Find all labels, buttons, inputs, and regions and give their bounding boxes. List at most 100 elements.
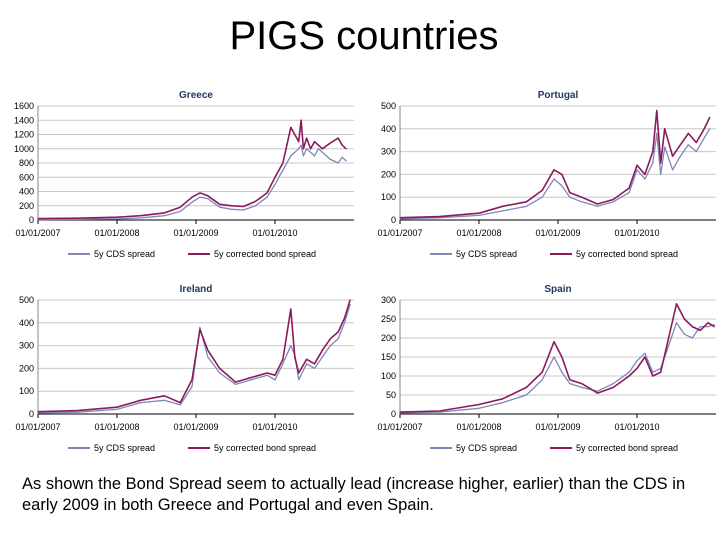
chart-svg: Ireland 0 100 200 300 400 500 01/01/2007 01/01/2…: [15, 284, 354, 453]
data-point: [502, 205, 504, 207]
chart-portugal: Portugal 0 100 200 300 400 500 01/01/2007 01/01/…: [368, 84, 724, 274]
data-point: [478, 214, 480, 217]
data-point: [553, 178, 555, 180]
data-point: [313, 367, 316, 369]
data-point: [644, 352, 646, 354]
series-line-cds: [37, 304, 351, 414]
data-point: [612, 201, 614, 203]
series-line-bond: [37, 299, 351, 413]
data-point: [140, 399, 142, 401]
data-point: [179, 210, 181, 213]
data-point: [656, 109, 658, 112]
y-tick-label: 600: [19, 172, 34, 182]
y-tick-label: 1600: [14, 101, 34, 111]
data-point: [329, 158, 331, 161]
data-point: [541, 189, 543, 191]
data-point: [163, 399, 165, 401]
data-point: [668, 345, 670, 347]
data-point: [282, 162, 284, 164]
y-tick-label: 0: [29, 409, 34, 419]
data-point: [345, 160, 347, 162]
data-point: [266, 192, 268, 194]
data-point: [298, 148, 300, 150]
data-point: [306, 363, 308, 365]
data-point: [266, 372, 268, 374]
data-point: [254, 205, 256, 207]
y-tick-label: 500: [381, 101, 396, 111]
data-point: [438, 217, 441, 219]
data-point: [343, 317, 346, 319]
data-point: [329, 345, 331, 347]
chart-ireland: Ireland 0 100 200 300 400 500 01/01/2007 01/01/2…: [6, 278, 362, 468]
data-point: [179, 402, 181, 404]
data-point: [679, 144, 682, 146]
data-point: [691, 326, 693, 328]
legend-label: 5y corrected bond spread: [576, 249, 678, 259]
data-point: [282, 169, 284, 171]
data-point: [298, 141, 300, 143]
data-point: [644, 178, 646, 180]
data-point: [179, 404, 181, 406]
slide-caption: As shown the Bond Spread seem to actuall…: [22, 475, 686, 514]
data-point: [341, 156, 343, 158]
data-point: [116, 408, 118, 411]
data-point: [628, 375, 630, 377]
data-point: [581, 386, 583, 388]
data-point: [298, 372, 300, 374]
data-point: [569, 383, 571, 385]
data-point: [683, 333, 685, 335]
legend-label: 5y CDS spread: [456, 443, 517, 453]
data-point: [207, 195, 209, 197]
data-point: [675, 322, 678, 324]
y-tick-label: 1400: [14, 115, 34, 125]
data-point: [502, 210, 504, 212]
data-point: [313, 155, 316, 157]
y-tick-label: 400: [381, 124, 396, 134]
data-point: [636, 367, 638, 369]
data-point: [266, 196, 268, 198]
data-point: [290, 345, 292, 347]
data-point: [306, 358, 308, 360]
y-tick-label: 200: [381, 333, 396, 343]
data-point: [596, 392, 599, 394]
data-point: [313, 141, 316, 143]
data-point: [274, 374, 276, 376]
data-point: [309, 151, 312, 153]
data-point: [553, 341, 555, 343]
data-point: [561, 173, 563, 175]
data-point: [652, 375, 654, 377]
data-point: [234, 383, 237, 385]
y-tick-label: 0: [391, 409, 396, 419]
data-point: [300, 119, 302, 121]
data-point: [199, 329, 201, 331]
data-point: [76, 217, 79, 219]
data-point: [199, 192, 201, 194]
x-tick-label: 01/01/2008: [94, 422, 139, 432]
data-point: [561, 371, 563, 373]
data-point: [250, 379, 252, 381]
data-point: [525, 201, 527, 203]
data-point: [502, 402, 504, 404]
data-point: [596, 390, 599, 392]
series-line-bond: [37, 119, 347, 220]
data-point: [691, 337, 693, 339]
data-point: [140, 402, 142, 404]
data-point: [561, 185, 563, 187]
data-point: [541, 371, 543, 373]
data-point: [290, 126, 292, 128]
y-tick-label: 800: [19, 158, 34, 168]
data-point: [581, 196, 583, 198]
x-tick-label: 01/01/2007: [15, 228, 60, 238]
x-tick-label: 01/01/2007: [15, 422, 60, 432]
data-point: [76, 218, 79, 221]
chart-title: Portugal: [538, 90, 579, 101]
y-tick-label: 300: [381, 147, 396, 157]
legend-label: 5y corrected bond spread: [214, 443, 316, 453]
data-point: [337, 162, 339, 164]
data-point: [612, 198, 614, 201]
data-point: [191, 386, 193, 388]
data-point: [337, 331, 339, 333]
chart-svg: Portugal 0 100 200 300 400 500 01/01/2007 01/01/…: [377, 90, 716, 259]
x-tick-label: 01/01/2007: [377, 228, 422, 238]
data-point: [707, 326, 709, 328]
